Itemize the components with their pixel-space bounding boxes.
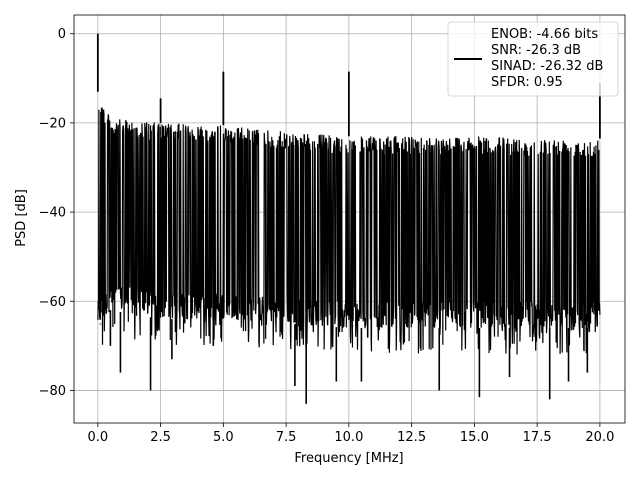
y-tick-label: −60 — [39, 295, 66, 310]
x-tick-label: 20.0 — [585, 430, 614, 445]
x-tick-label: 2.5 — [150, 430, 171, 445]
x-tick-label: 5.0 — [213, 430, 234, 445]
y-tick-label: −20 — [39, 116, 66, 131]
y-axis-label: PSD [dB] — [14, 189, 29, 247]
x-tick-label: 10.0 — [334, 430, 363, 445]
y-tick-label: 0 — [58, 27, 66, 42]
x-tick-label: 12.5 — [397, 430, 426, 445]
legend-box — [447, 21, 619, 97]
legend-entry: SINAD: -26.32 dB — [491, 59, 603, 74]
x-axis: 0.0 2.5 5.0 7.5 10.0 12.5 15.0 17.5 20.0 — [88, 423, 614, 445]
legend-entry: SFDR: 0.95 — [491, 75, 563, 90]
x-tick-label: 0.0 — [88, 430, 109, 445]
x-axis-label: Frequency [MHz] — [294, 451, 403, 466]
plot-frame — [73, 14, 626, 424]
y-tick-label: −80 — [39, 384, 66, 399]
y-axis: 0 −20 −40 −60 −80 — [39, 27, 74, 399]
y-tick-label: −40 — [39, 206, 66, 221]
legend-entry: SNR: -26.3 dB — [491, 43, 581, 58]
x-tick-label: 15.0 — [460, 430, 489, 445]
legend-entry: ENOB: -4.66 bits — [491, 27, 598, 42]
psd-noise-trace — [97, 107, 601, 355]
x-tick-label: 17.5 — [523, 430, 552, 445]
x-tick-label: 7.5 — [276, 430, 297, 445]
